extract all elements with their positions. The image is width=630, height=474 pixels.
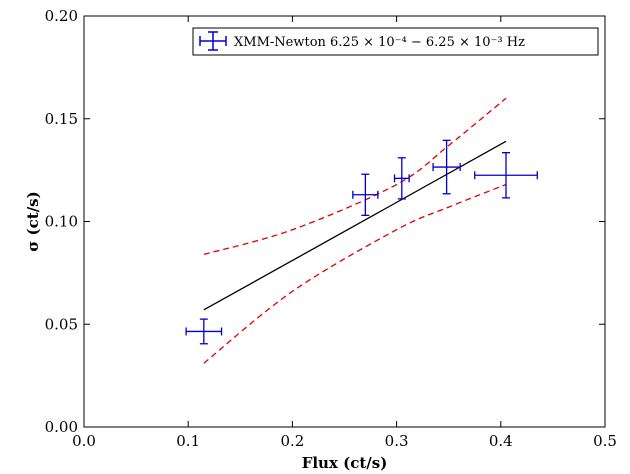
- upper-confidence-curve: [203, 97, 507, 256]
- x-tick-label: 0.0: [72, 432, 96, 450]
- y-axis-label: σ (ct/s): [24, 191, 42, 251]
- x-tick-label: 0.1: [176, 432, 200, 450]
- confidence-band: [203, 97, 507, 364]
- data-point: [393, 157, 410, 200]
- x-tick-label: 0.3: [385, 432, 409, 450]
- y-tick-label: 0.05: [45, 315, 78, 333]
- legend-box: [192, 27, 599, 56]
- y-tick-label: 0.20: [45, 7, 78, 25]
- data-point: [474, 152, 538, 199]
- x-tick-label: 0.4: [489, 432, 513, 450]
- y-tick-label: 0.00: [45, 418, 78, 436]
- fit-line: [203, 140, 507, 311]
- data-point: [432, 139, 461, 195]
- x-tick-label: 0.5: [593, 432, 617, 450]
- ticks: 0.0 0.1 0.2 0.3 0.4 0.5 0.00 0.05 0.10 0.15 0.20: [45, 7, 617, 450]
- legend-marker-icon: [199, 31, 227, 51]
- lower-confidence-curve: [203, 183, 507, 364]
- legend: XMM-Newton 6.25 × 10⁻⁴ − 6.25 × 10⁻³ Hz: [192, 27, 599, 56]
- y-tick-label: 0.10: [45, 213, 78, 231]
- fit-line-segment: [203, 140, 507, 311]
- x-tick-label: 0.2: [280, 432, 304, 450]
- data-point: [185, 318, 223, 345]
- plot-area: [83, 15, 606, 428]
- error-points: [185, 139, 538, 345]
- legend-label: XMM-Newton 6.25 × 10⁻⁴ − 6.25 × 10⁻³ Hz: [234, 35, 525, 50]
- y-tick-label: 0.15: [45, 110, 78, 128]
- data-point: [352, 173, 379, 216]
- x-axis-label: Flux (ct/s): [302, 454, 388, 472]
